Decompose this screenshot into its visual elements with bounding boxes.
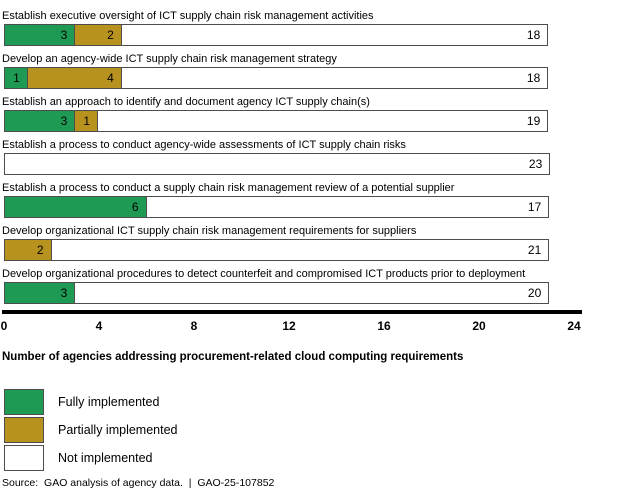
x-axis-tick-label: 16	[377, 319, 391, 333]
category-label: Establish a process to conduct agency-wi…	[2, 139, 406, 151]
legend-item-fully-implemented: Fully implemented	[4, 389, 644, 415]
legend-swatch-fully-implemented	[4, 389, 44, 415]
legend-label: Fully implemented	[58, 395, 160, 409]
legend-swatch-not-implemented	[4, 445, 44, 471]
segment-fully-implemented: 1	[4, 67, 28, 89]
legend-swatch-partially-implemented	[4, 417, 44, 443]
segment-not-implemented: 17	[145, 196, 550, 218]
source-note: Source: GAO analysis of agency data. | G…	[2, 477, 275, 489]
legend-label: Not implemented	[58, 451, 153, 465]
category-label: Establish executive oversight of ICT sup…	[2, 10, 374, 22]
segment-value-label: 21	[527, 243, 542, 257]
x-axis-line	[2, 310, 582, 314]
chart-row: Establish a process to conduct agency-wi…	[0, 138, 644, 175]
bar-chart: Establish executive oversight of ICT sup…	[0, 9, 644, 304]
segment-not-implemented: 18	[120, 67, 549, 89]
x-axis-title: Number of agencies addressing procuremen…	[2, 351, 464, 363]
stacked-bar: 3 2 18	[4, 24, 644, 46]
chart-row: Develop organizational procedures to det…	[0, 267, 644, 304]
x-axis-tick-label: 8	[190, 319, 198, 333]
segment-fully-implemented: 3	[4, 282, 76, 304]
legend-label: Partially implemented	[58, 423, 178, 437]
segment-value-label: 6	[131, 200, 139, 214]
segment-partially-implemented: 2	[74, 24, 122, 46]
segment-value-label: 1	[83, 114, 90, 128]
category-label: Develop organizational ICT supply chain …	[2, 225, 417, 237]
segment-not-implemented: 18	[120, 24, 549, 46]
segment-value-label: 3	[60, 286, 68, 300]
legend-item-not-implemented: Not implemented	[4, 445, 644, 471]
segment-not-implemented: 21	[50, 239, 550, 261]
segment-partially-implemented: 4	[26, 67, 122, 89]
segment-value-label: 17	[527, 200, 542, 214]
stacked-bar: 3 20	[4, 282, 644, 304]
segment-fully-implemented: 6	[4, 196, 147, 218]
chart-row: Establish a process to conduct a supply …	[0, 181, 644, 218]
segment-value-label: 4	[107, 71, 114, 85]
legend-item-partially-implemented: Partially implemented	[4, 417, 644, 443]
x-axis: 0 4 8 12 16 20 24	[0, 319, 644, 335]
category-label: Develop organizational procedures to det…	[2, 268, 526, 280]
x-axis-tick-label: 24	[567, 319, 581, 333]
category-label: Develop an agency-wide ICT supply chain …	[2, 53, 337, 65]
segment-partially-implemented: 1	[74, 110, 98, 132]
legend: Fully implemented Partially implemented No…	[0, 389, 644, 471]
segment-value-label: 18	[526, 28, 541, 42]
segment-value-label: 19	[526, 114, 541, 128]
segment-not-implemented: 19	[97, 110, 549, 132]
x-axis-tick-label: 12	[282, 319, 296, 333]
stacked-bar: 23	[4, 153, 644, 175]
segment-value-label: 2	[36, 243, 44, 257]
segment-value-label: 18	[526, 71, 541, 85]
stacked-bar: 1 4 18	[4, 67, 644, 89]
segment-not-implemented: 23	[4, 153, 551, 175]
stacked-bar: 3 1 19	[4, 110, 644, 132]
segment-value-label: 20	[527, 286, 542, 300]
x-axis-tick-label: 20	[472, 319, 486, 333]
chart-row: Establish executive oversight of ICT sup…	[0, 9, 644, 46]
x-axis-tick-label: 0	[0, 319, 8, 333]
chart-row: Establish an approach to identify and do…	[0, 95, 644, 132]
segment-partially-implemented: 2	[4, 239, 52, 261]
segment-fully-implemented: 3	[4, 24, 76, 46]
stacked-bar: 6 17	[4, 196, 644, 218]
segment-not-implemented: 20	[74, 282, 550, 304]
chart-row: Develop an agency-wide ICT supply chain …	[0, 52, 644, 89]
segment-value-label: 1	[13, 71, 20, 85]
segment-value-label: 2	[107, 28, 114, 42]
segment-fully-implemented: 3	[4, 110, 76, 132]
segment-value-label: 23	[528, 157, 543, 171]
category-label: Establish an approach to identify and do…	[2, 96, 370, 108]
segment-value-label: 3	[60, 114, 68, 128]
x-axis-tick-label: 4	[95, 319, 103, 333]
category-label: Establish a process to conduct a supply …	[2, 182, 455, 194]
chart-row: Develop organizational ICT supply chain …	[0, 224, 644, 261]
stacked-bar: 2 21	[4, 239, 644, 261]
segment-value-label: 3	[60, 28, 68, 42]
